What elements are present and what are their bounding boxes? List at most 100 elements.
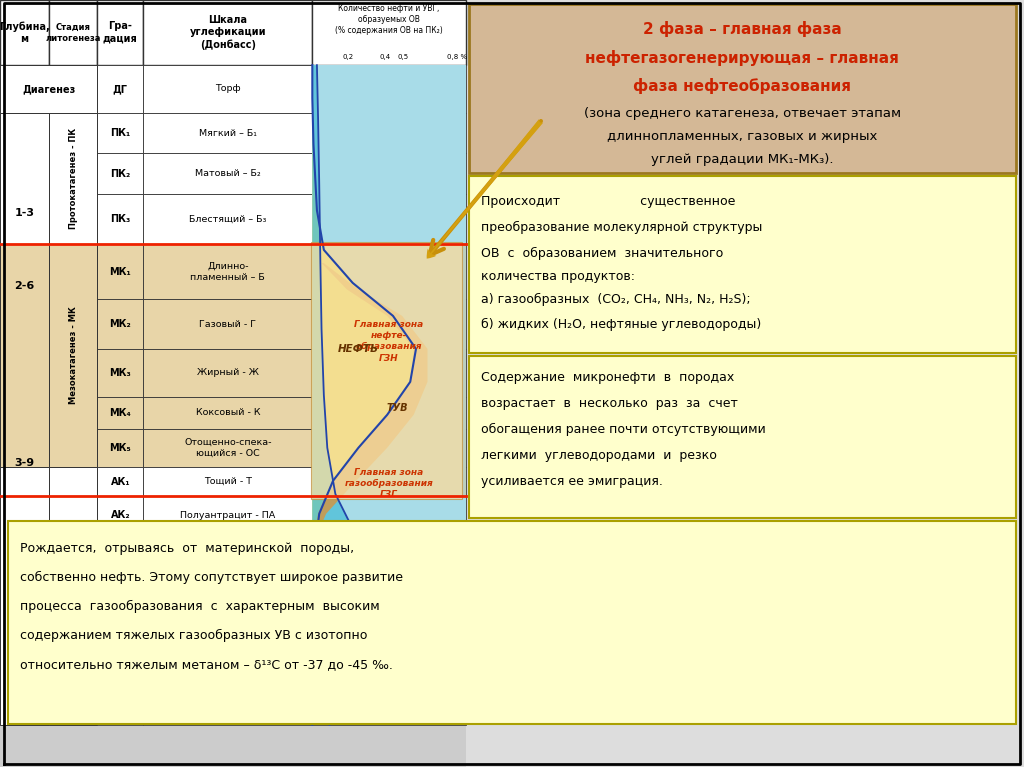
Text: (зона среднего катагенеза, отвечает этапам: (зона среднего катагенеза, отвечает этап… [584,107,901,120]
Text: Тощий - Т: Тощий - Т [204,477,252,486]
FancyBboxPatch shape [97,397,143,429]
Text: собственно нефть. Этому сопутствует широкое развитие: собственно нефть. Этому сопутствует широ… [20,571,403,584]
Text: АК₄: АК₄ [111,693,130,703]
FancyBboxPatch shape [312,670,466,725]
Text: процесса  газообразования  с  характерным  высоким: процесса газообразования с характерным в… [20,600,380,614]
Text: Количество нефти и УВГ,
образуемых ОВ
(% содержания ОВ на ПК₂): Количество нефти и УВГ, образуемых ОВ (%… [335,4,443,35]
FancyBboxPatch shape [97,496,143,535]
Text: 0,2: 0,2 [343,54,354,61]
FancyBboxPatch shape [97,299,143,349]
FancyBboxPatch shape [49,0,97,65]
Text: Глубина,
м: Глубина, м [0,21,50,44]
Text: Апокатагенез - АК: Апокатагенез - АК [69,551,78,640]
Text: АК₁: АК₁ [111,476,130,487]
Text: Диагенез: Диагенез [22,84,76,94]
Text: Блестящий – Б₃: Блестящий – Б₃ [189,215,266,223]
FancyBboxPatch shape [466,0,1024,767]
Polygon shape [313,263,428,540]
Text: 0,5: 0,5 [397,54,409,61]
Text: 2 фаза – главная фаза: 2 фаза – главная фаза [643,21,842,37]
FancyBboxPatch shape [97,65,143,113]
FancyBboxPatch shape [97,153,143,194]
FancyBboxPatch shape [312,496,466,535]
FancyBboxPatch shape [97,565,143,615]
FancyBboxPatch shape [143,670,312,725]
Text: Торф: Торф [215,84,241,94]
Text: 5-15: 5-15 [11,688,38,699]
FancyBboxPatch shape [312,535,466,565]
Text: возрастает  в  несколько  раз  за  счет: возрастает в несколько раз за счет [481,397,738,410]
Text: ТУВ: ТУВ [386,403,408,413]
Text: Содержание  микронефти  в  породах: Содержание микронефти в породах [481,371,734,384]
FancyBboxPatch shape [312,467,466,496]
Text: количества продуктов:: количества продуктов: [481,270,635,282]
FancyBboxPatch shape [97,535,143,565]
FancyBboxPatch shape [143,153,312,194]
Text: Главная зона
газообразования
ГЗГ: Главная зона газообразования ГЗГ [345,468,433,499]
FancyBboxPatch shape [143,467,312,496]
Text: Длинно-
пламенный – Б: Длинно- пламенный – Б [190,262,265,281]
Text: длиннопламенных, газовых и жирных: длиннопламенных, газовых и жирных [607,130,878,143]
FancyBboxPatch shape [312,244,466,496]
FancyBboxPatch shape [97,0,143,65]
FancyBboxPatch shape [312,349,466,397]
Text: преобразование молекулярной структуры: преобразование молекулярной структуры [481,221,763,235]
FancyBboxPatch shape [97,113,143,153]
FancyBboxPatch shape [469,356,1016,518]
FancyBboxPatch shape [312,299,466,349]
Text: АК₂: АК₂ [111,510,130,521]
Text: ПК₁: ПК₁ [111,128,130,138]
FancyBboxPatch shape [143,349,312,397]
FancyBboxPatch shape [49,467,97,725]
FancyBboxPatch shape [143,113,312,153]
FancyBboxPatch shape [143,194,312,244]
Text: Жирный - Ж: Жирный - Ж [197,368,259,377]
Text: ПК₂: ПК₂ [111,169,130,179]
Text: фаза нефтеобразования: фаза нефтеобразования [634,78,851,94]
Text: ОВ  с  образованием  значительного: ОВ с образованием значительного [481,247,724,261]
Text: Стадия
литогенеза: Стадия литогенеза [45,22,101,43]
FancyBboxPatch shape [312,194,466,244]
FancyBboxPatch shape [312,113,466,153]
Text: Происходит                    существенное: Происходит существенное [481,196,735,208]
Polygon shape [312,65,416,725]
Text: Газовый - Г: Газовый - Г [200,320,256,328]
Text: 2-6: 2-6 [14,281,35,291]
FancyBboxPatch shape [0,244,49,467]
FancyBboxPatch shape [143,397,312,429]
FancyBboxPatch shape [143,535,312,565]
FancyBboxPatch shape [97,670,143,725]
FancyBboxPatch shape [312,244,466,299]
Text: Шкала
углефикации
(Донбасс): Шкала углефикации (Донбасс) [189,15,266,51]
FancyBboxPatch shape [143,496,312,535]
FancyBboxPatch shape [312,615,466,670]
FancyBboxPatch shape [312,429,466,467]
FancyBboxPatch shape [97,244,143,299]
Polygon shape [312,65,376,725]
Text: б) жидких (H₂O, нефтяные углеводороды): б) жидких (H₂O, нефтяные углеводороды) [481,318,762,331]
Text: ПК₃: ПК₃ [111,214,130,224]
Text: 4-12: 4-12 [10,583,39,594]
Text: МК₅: МК₅ [110,443,131,453]
Text: МК₃: МК₃ [110,367,131,378]
FancyBboxPatch shape [143,244,312,299]
Text: Протокатагенез - ПК: Протокатагенез - ПК [69,128,78,229]
Text: МК₂: МК₂ [110,319,131,329]
Text: Мягкий – Б₁: Мягкий – Б₁ [199,129,257,137]
FancyBboxPatch shape [469,176,1016,353]
FancyBboxPatch shape [143,0,312,65]
Text: Коксовый - К: Коксовый - К [196,408,260,417]
Text: Антрацит - А: Антрацит - А [196,586,260,594]
Text: НЕФТЬ: НЕФТЬ [338,344,379,354]
Text: СН₄: СН₄ [330,542,350,551]
FancyBboxPatch shape [312,65,466,725]
FancyBboxPatch shape [143,65,312,113]
FancyArrowPatch shape [427,119,543,258]
FancyBboxPatch shape [97,429,143,467]
Text: Гра-
дация: Гра- дация [103,21,137,44]
Text: Отощенно-спека-
ющийся - ОС: Отощенно-спека- ющийся - ОС [184,438,271,458]
Text: 3-9: 3-9 [14,458,35,469]
FancyBboxPatch shape [143,429,312,467]
FancyBboxPatch shape [143,565,312,615]
Text: углей градации МК₁-МК₃).: углей градации МК₁-МК₃). [651,153,834,166]
